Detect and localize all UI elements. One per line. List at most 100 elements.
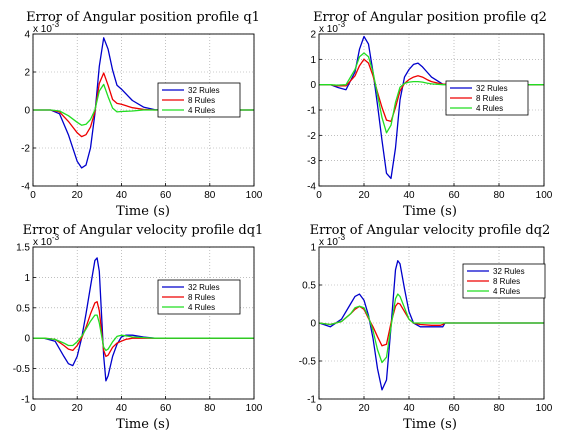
series-group — [319, 260, 544, 391]
series-line-32-rules — [319, 260, 544, 391]
legend-label: 8 Rules — [188, 293, 215, 302]
x-axis-label: Time (s) — [116, 204, 170, 219]
axes-box — [32, 246, 255, 400]
series-line-32-rules — [33, 257, 254, 382]
y-tick-label: 1 — [310, 243, 316, 254]
legend-label: 4 Rules — [188, 106, 215, 115]
x-tick-label: 60 — [448, 403, 460, 414]
y-tick-label: -4 — [21, 182, 30, 193]
x-tick-label: 60 — [448, 190, 460, 201]
y-tick-label: 0.5 — [302, 281, 316, 292]
x-tick-label: 100 — [246, 403, 263, 414]
y-tick-label: -3 — [307, 156, 316, 167]
series-group — [33, 257, 254, 382]
y-tick-label: -1 — [21, 395, 30, 406]
x-tick-label: 100 — [536, 190, 553, 201]
x-tick-label: 20 — [72, 190, 84, 201]
chart-panel-q2: Error of Angular position profile q2 x 1… — [307, 10, 553, 219]
x-tick-label: 80 — [493, 190, 505, 201]
legend-label: 32 Rules — [188, 86, 220, 95]
x-axis-label: Time (s) — [116, 417, 170, 432]
y-tick-label: 2 — [24, 68, 30, 79]
y-tick-label: 2 — [310, 30, 316, 41]
axes-box — [318, 33, 545, 187]
legend-label: 32 Rules — [476, 84, 508, 93]
y-tick-label: 1 — [310, 55, 316, 66]
x-tick-label: 20 — [358, 403, 370, 414]
axis-multiplier: x 10-3 — [33, 233, 60, 248]
x-tick-label: 40 — [116, 190, 128, 201]
x-tick-label: 40 — [403, 190, 415, 201]
y-tick-label: -1 — [307, 395, 316, 406]
y-tick-label: -0.5 — [13, 364, 31, 375]
x-tick-label: 80 — [204, 403, 216, 414]
chart-title: Error of Angular position profile q1 — [26, 10, 260, 25]
x-tick-label: 0 — [30, 190, 36, 201]
x-tick-label: 100 — [536, 403, 553, 414]
x-tick-label: 40 — [116, 403, 128, 414]
x-tick-label: 60 — [160, 403, 172, 414]
series-line-4-rules — [33, 83, 254, 126]
legend-label: 4 Rules — [493, 287, 520, 296]
legend-label: 4 Rules — [476, 104, 503, 113]
series-group — [319, 35, 544, 180]
x-tick-label: 80 — [493, 403, 505, 414]
y-tick-label: 1 — [24, 273, 30, 284]
axis-multiplier: x 10-3 — [319, 233, 346, 248]
chart-title: Error of Angular position profile q2 — [313, 10, 547, 25]
y-tick-label: 0 — [24, 106, 30, 117]
axis-multiplier: x 10-3 — [319, 20, 346, 35]
series-line-4-rules — [33, 314, 254, 352]
y-tick-label: -2 — [21, 144, 30, 155]
legend-label: 8 Rules — [188, 96, 215, 105]
x-axis-label: Time (s) — [403, 204, 457, 219]
series-line-4-rules — [319, 52, 544, 134]
chart-panel-q1: Error of Angular position profile q1 x 1… — [21, 10, 263, 219]
y-tick-label: -0.5 — [299, 357, 317, 368]
y-tick-label: -2 — [307, 131, 316, 142]
legend-label: 8 Rules — [476, 94, 503, 103]
series-line-32-rules — [319, 35, 544, 180]
series-group — [33, 37, 254, 169]
y-tick-label: 0 — [310, 319, 316, 330]
legend-label: 4 Rules — [188, 303, 215, 312]
chart-panel-dq1: Error of Angular velocity profile dq1 x … — [13, 223, 264, 432]
x-tick-label: 20 — [358, 190, 370, 201]
plot-background — [33, 247, 254, 399]
y-tick-label: 0 — [24, 334, 30, 345]
x-tick-label: 80 — [204, 190, 216, 201]
y-tick-label: -1 — [307, 106, 316, 117]
chart-title: Error of Angular velocity profile dq2 — [310, 223, 551, 238]
y-tick-label: 4 — [24, 30, 30, 41]
x-axis-label: Time (s) — [403, 417, 457, 432]
y-tick-label: 0.5 — [16, 303, 30, 314]
x-tick-label: 100 — [246, 190, 263, 201]
x-tick-label: 20 — [72, 403, 84, 414]
series-line-32-rules — [33, 37, 254, 169]
x-tick-label: 0 — [316, 190, 322, 201]
series-line-8-rules — [319, 58, 544, 123]
x-tick-label: 60 — [160, 190, 172, 201]
axis-multiplier: x 10-3 — [33, 20, 60, 35]
x-tick-label: 40 — [403, 403, 415, 414]
axes-box — [32, 33, 255, 187]
series-line-4-rules — [319, 293, 544, 364]
x-tick-label: 0 — [316, 403, 322, 414]
axes-box — [318, 246, 545, 400]
legend-label: 32 Rules — [493, 267, 525, 276]
legend-label: 32 Rules — [188, 283, 220, 292]
chart-panel-dq2: Error of Angular velocity profile dq2 x … — [299, 223, 553, 432]
y-tick-label: 1.5 — [16, 243, 30, 254]
legend-label: 8 Rules — [493, 277, 520, 286]
y-tick-label: 0 — [310, 80, 316, 91]
chart-title: Error of Angular velocity profile dq1 — [23, 223, 264, 238]
